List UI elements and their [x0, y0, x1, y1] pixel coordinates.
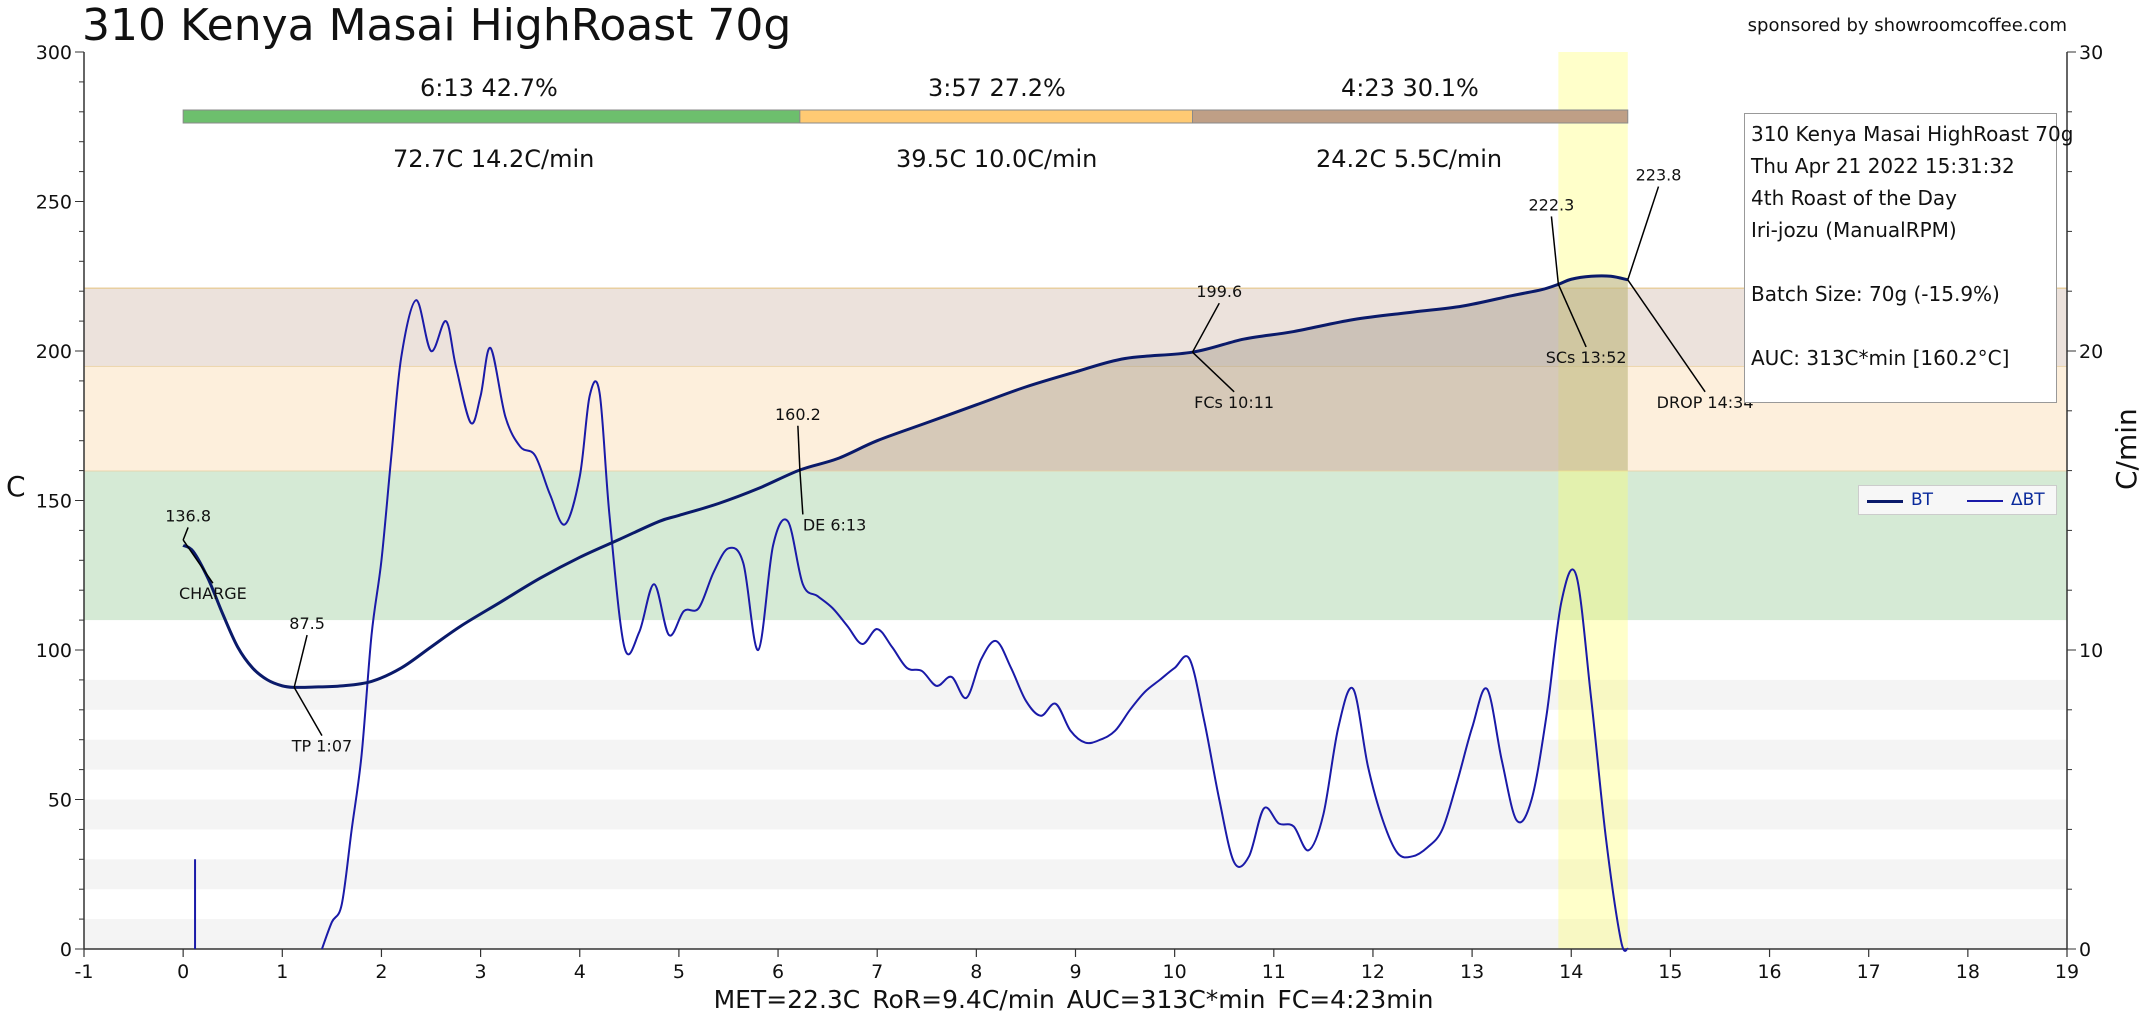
- event-name-leader: [1557, 284, 1587, 348]
- phase-development-delta: 24.2C 5.5C/min: [1316, 145, 1503, 173]
- y2-tick-label: 10: [2079, 640, 2103, 662]
- event-value-label: 160.2: [775, 405, 821, 424]
- series-line-delta-bt: [321, 299, 1629, 952]
- y-tick-label: 200: [36, 341, 72, 363]
- event-name-leader: [182, 539, 214, 584]
- y2-tick-label: 0: [2079, 939, 2091, 961]
- event-value-label: 223.8: [1636, 166, 1682, 185]
- x-tick-label: 15: [1658, 961, 1682, 983]
- x-tick-label: 8: [970, 961, 982, 983]
- event-name-leader: [1627, 279, 1706, 393]
- phase-bar-segment: [1191, 109, 1629, 124]
- y-tick-label: 150: [36, 491, 72, 513]
- x-tick-label: 3: [475, 961, 487, 983]
- roast-stats-footer: MET=22.3C RoR=9.4C/min AUC=313C*min FC=4…: [713, 985, 1434, 1014]
- legend-bt-label: BT: [1911, 490, 1934, 510]
- roast-info-box: 310 Kenya Masai HighRoast 70g Thu Apr 21…: [1744, 113, 2074, 403]
- x-tick-label: 13: [1460, 961, 1484, 983]
- grid-stripe: [84, 679, 2067, 710]
- event-value-leader: [797, 425, 801, 471]
- x-tick-label: 6: [772, 961, 784, 983]
- event-name-label: SCs 13:52: [1546, 348, 1627, 367]
- event-value-label: 136.8: [165, 506, 211, 525]
- series-line-bt: [182, 274, 1629, 689]
- phase-development-time: 4:23 30.1%: [1341, 74, 1479, 102]
- chart-legend: BT ΔBT: [1858, 485, 2057, 515]
- second-crack-highlight: [1558, 52, 1628, 949]
- sponsor-text: sponsored by showroomcoffee.com: [1747, 15, 2067, 36]
- info-line: 310 Kenya Masai HighRoast 70g: [1751, 122, 2074, 146]
- x-tick-label: 11: [1262, 961, 1286, 983]
- x-tick-label: 16: [1757, 961, 1781, 983]
- phase-bar-segment: [799, 109, 1193, 124]
- info-line: [1751, 310, 2050, 342]
- phase-bar-segment: [182, 109, 801, 124]
- y-axis-label-right: C/min: [2110, 408, 2143, 490]
- phase-band: [84, 470, 2067, 621]
- x-tick-label: 14: [1559, 961, 1583, 983]
- x-tick-label: 1: [276, 961, 288, 983]
- x-tick-label: 18: [1956, 961, 1980, 983]
- x-tick-label: 9: [1069, 961, 1081, 983]
- event-value-label: 199.6: [1196, 282, 1242, 301]
- event-value-label: 87.5: [289, 614, 325, 633]
- event-name-leader: [1191, 351, 1235, 393]
- grid-stripe: [84, 799, 2067, 830]
- event-value-leader: [182, 527, 189, 541]
- event-name-label: TP 1:07: [291, 737, 352, 756]
- event-value-leader: [1191, 302, 1220, 353]
- x-tick-label: 7: [871, 961, 883, 983]
- y2-tick-label: 20: [2079, 341, 2103, 363]
- event-value-leader: [1550, 216, 1560, 285]
- info-line: 4th Roast of the Day: [1751, 186, 1958, 210]
- phase-band: [84, 365, 2067, 471]
- event-name-leader: [799, 469, 804, 515]
- y-tick-label: 50: [48, 790, 72, 812]
- info-line: Thu Apr 21 2022 15:31:32: [1751, 154, 2015, 178]
- legend-dbt-swatch: [1967, 500, 2003, 502]
- y-tick-label: 300: [36, 42, 72, 64]
- y-tick-label: 100: [36, 640, 72, 662]
- event-value-label: 222.3: [1529, 195, 1575, 214]
- event-value-leader: [293, 634, 308, 688]
- grid-stripe: [84, 919, 2067, 949]
- x-tick-label: 4: [574, 961, 586, 983]
- y-tick-label: 250: [36, 192, 72, 214]
- chart-title: 310 Kenya Masai HighRoast 70g: [82, 0, 792, 51]
- grid-stripe: [84, 739, 2067, 770]
- event-name-label: FCs 10:11: [1194, 393, 1274, 412]
- legend-dbt-label: ΔBT: [2011, 490, 2045, 510]
- event-name-leader: [293, 687, 323, 737]
- info-line: [1751, 246, 2050, 278]
- info-line: Batch Size: 70g (-15.9%): [1751, 282, 2000, 306]
- legend-bt-swatch: [1867, 500, 1903, 503]
- event-name-label: DROP 14:34: [1657, 393, 1754, 412]
- event-value-leader: [1627, 186, 1660, 281]
- grid-stripe: [84, 859, 2067, 890]
- x-tick-label: 19: [2055, 961, 2079, 983]
- x-tick-label: 0: [177, 961, 189, 983]
- info-line: AUC: 313C*min [160.2°C]: [1751, 346, 2010, 370]
- y-axis-label-left: C: [6, 470, 26, 503]
- phase-drying-delta: 72.7C 14.2C/min: [393, 145, 595, 173]
- phase-maillard-time: 3:57 27.2%: [928, 74, 1066, 102]
- event-name-label: DE 6:13: [803, 515, 866, 534]
- x-tick-label: 17: [1857, 961, 1881, 983]
- x-tick-label: 10: [1163, 961, 1187, 983]
- phase-drying-time: 6:13 42.7%: [420, 74, 558, 102]
- y2-tick-label: 30: [2079, 42, 2103, 64]
- x-tick-label: -1: [75, 961, 94, 983]
- x-tick-label: 12: [1361, 961, 1385, 983]
- event-name-label: CHARGE: [179, 584, 247, 603]
- x-tick-label: 2: [375, 961, 387, 983]
- info-line: Iri-jozu (ManualRPM): [1751, 218, 1957, 242]
- x-tick-label: 5: [673, 961, 685, 983]
- y-tick-label: 0: [60, 939, 72, 961]
- phase-maillard-delta: 39.5C 10.0C/min: [896, 145, 1098, 173]
